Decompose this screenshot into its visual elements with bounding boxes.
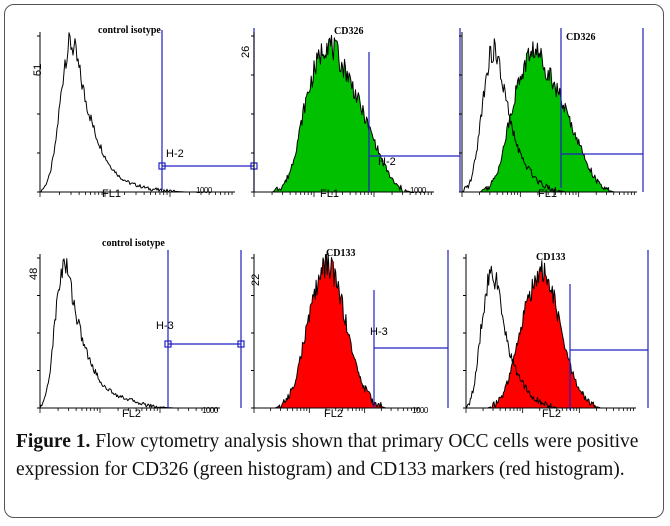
x-tick-1000: 1000 — [196, 186, 212, 195]
histogram-outline-series — [465, 265, 636, 409]
panel-cd133-fl2: CD133 22 H-3 FL2 1000 — [224, 230, 449, 430]
figure-caption: Figure 1. Flow cytometry analysis shown … — [16, 428, 658, 483]
x-axis-label: FL1 — [538, 188, 557, 200]
x-tick-1000: 1000 — [410, 186, 426, 195]
histogram-outline-series — [39, 32, 235, 193]
caption-label: Figure 1. — [16, 431, 91, 452]
panel-cd326-fl1: CD326 26 H-2 FL1 1000 — [224, 14, 461, 214]
x-tick-1000: 1000 — [202, 406, 218, 415]
x-axis-label: FL2 — [542, 408, 561, 420]
x-axis-label: FL2 — [324, 408, 343, 420]
panel-title: control isotype — [98, 25, 161, 36]
x-axis-label: FL2 — [122, 408, 141, 420]
gate-label: H-3 — [370, 326, 388, 338]
panel-cd133-overlay: CD133 FL2 — [452, 230, 652, 430]
panel-title: CD326 — [334, 26, 364, 37]
histogram-filled-series — [253, 34, 434, 193]
x-axis-label: FL1 — [320, 188, 339, 200]
histogram-plot — [463, 250, 649, 413]
histogram-filled-series — [465, 260, 636, 409]
gate-label: H-3 — [156, 320, 174, 332]
histogram-plot — [37, 250, 245, 413]
panel-control-isotype-fl2: control isotype 48 H-3 FL2 1000 — [10, 230, 245, 430]
panel-title: CD133 — [536, 252, 566, 263]
histogram-plot — [251, 28, 461, 197]
histogram-outline-series — [461, 38, 637, 193]
histogram-plot — [459, 28, 644, 197]
panel-title: control isotype — [102, 238, 165, 249]
gate-handle — [158, 162, 166, 170]
histogram-plot — [251, 250, 449, 413]
histogram-filled-series — [461, 41, 637, 193]
gate-label: H-2 — [378, 156, 396, 168]
panel-cd326-overlay: CD326 FL1 — [452, 14, 652, 214]
panel-control-isotype-fl1: control isotype 51 H-2 FL1 1000 — [10, 14, 258, 214]
histogram-outline-series — [39, 258, 220, 409]
x-axis-label: FL1 — [102, 188, 121, 200]
panel-title: CD326 — [566, 32, 596, 43]
x-tick-1000: 1000 — [412, 406, 428, 415]
gate-label: H-2 — [166, 148, 184, 160]
gate-handle — [164, 340, 172, 348]
panel-title: CD133 — [326, 248, 356, 259]
caption-text: Flow cytometry analysis shown that prima… — [16, 431, 639, 480]
histogram-plot — [37, 28, 258, 197]
histogram-filled-series — [253, 252, 420, 409]
